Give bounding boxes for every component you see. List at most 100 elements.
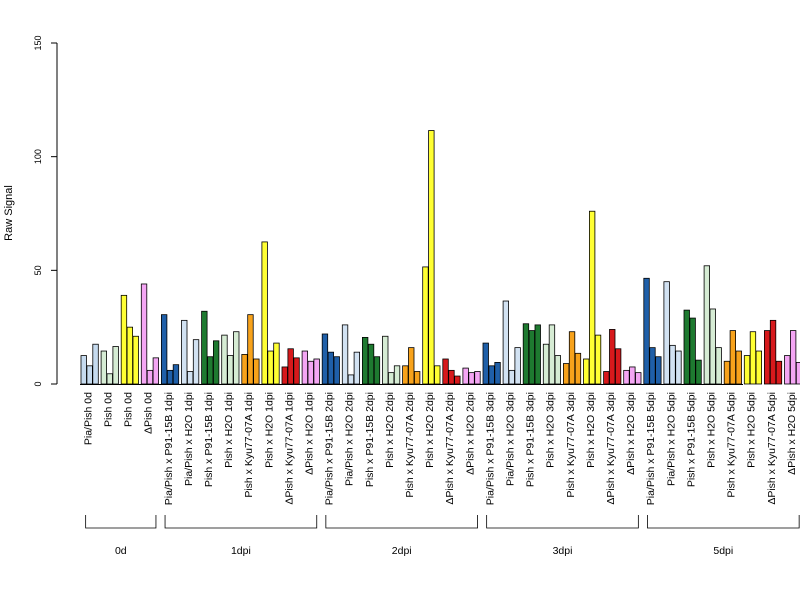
bar <box>227 355 234 385</box>
bar <box>462 367 469 385</box>
bar <box>152 357 160 385</box>
group-bracket <box>85 515 157 529</box>
bar <box>528 330 535 385</box>
bar <box>281 366 288 385</box>
x-tick-label: Pia/Pish 0d <box>82 392 94 445</box>
bar <box>413 371 421 385</box>
x-tick-label: Pish x P91-15B 2dpi <box>364 392 376 487</box>
x-tick-label: Pish x P91-15B 3dpi <box>525 392 537 487</box>
bar <box>347 374 355 385</box>
bar <box>675 350 682 385</box>
bar <box>160 314 168 385</box>
x-tick-label: ΔPish 0d <box>143 392 155 434</box>
x-tick-label: Pish x Kyu77-07A 5dpi <box>726 392 738 498</box>
bar <box>212 340 220 385</box>
bar <box>683 309 690 385</box>
bar <box>508 369 515 385</box>
bar <box>387 372 395 385</box>
bar <box>669 344 676 385</box>
bar <box>764 330 771 385</box>
bar <box>554 355 561 385</box>
bar <box>482 342 489 385</box>
bar <box>422 266 429 385</box>
x-tick-label: ΔPish x Kyu77-07A 1dpi <box>283 392 295 505</box>
x-tick-label: ΔPish x H2O 1dpi <box>304 392 316 475</box>
bar <box>382 335 389 385</box>
bar <box>695 359 702 385</box>
x-tick-label: Pish x H2O 1dpi <box>263 392 275 468</box>
bar <box>643 277 650 385</box>
x-tick-labels: Pia/Pish 0d Pish 0d Pish 0d ΔPish 0d Pia/Pis… <box>82 392 798 505</box>
bar <box>408 347 415 385</box>
bar <box>353 351 361 385</box>
bar <box>172 364 180 385</box>
bar <box>181 319 188 385</box>
bar <box>287 348 294 385</box>
bar <box>468 372 475 385</box>
bar <box>568 331 576 385</box>
bar <box>749 331 757 385</box>
bar <box>192 339 200 385</box>
bar <box>267 350 274 385</box>
bar <box>253 358 260 385</box>
group-label: 1dpi <box>231 545 251 557</box>
bar <box>233 331 240 385</box>
x-tick-label: Pia/Pish x P91-15B 3dpi <box>484 392 496 505</box>
y-tick-label: 100 <box>33 149 43 164</box>
bar <box>106 373 113 385</box>
x-tick-label: Pia/Pish x P91-15B 2dpi <box>324 392 336 505</box>
bar <box>635 372 642 385</box>
bar <box>542 343 550 385</box>
bar <box>448 369 455 385</box>
bar <box>663 281 670 385</box>
x-tick-label: ΔPish x Kyu77-07A 2dpi <box>444 392 456 505</box>
x-tick-label: Pish 0d <box>123 392 135 427</box>
x-tick-label: Pish x H2O 5dpi <box>706 392 718 468</box>
bar <box>140 283 148 385</box>
bar <box>86 365 93 385</box>
x-tick-label: ΔPish x H2O 2dpi <box>464 392 476 475</box>
x-tick-label: Pish x H2O 2dpi <box>424 392 436 468</box>
bar <box>261 241 268 385</box>
bar <box>583 358 590 385</box>
bar <box>574 352 582 385</box>
bar <box>689 317 696 385</box>
y-tick-label: 150 <box>33 35 43 50</box>
x-tick-label: Pia/Pish x H2O 3dpi <box>505 392 517 486</box>
x-tick-label: Pish x H2O 2dpi <box>384 392 396 468</box>
bar <box>373 356 381 385</box>
bar <box>703 265 710 385</box>
bar <box>534 324 541 385</box>
bar <box>522 323 530 385</box>
group-bracket <box>325 515 478 529</box>
bar <box>313 358 320 385</box>
bar <box>307 360 314 385</box>
bar <box>402 365 409 385</box>
bar <box>784 355 791 385</box>
bar <box>755 350 762 385</box>
group-bracket <box>164 515 318 529</box>
bar <box>100 350 107 385</box>
bar <box>649 347 656 385</box>
x-tick-label: Pia/Pish x P91-15B 5dpi <box>645 392 657 505</box>
bar <box>594 334 602 385</box>
bar <box>474 371 481 385</box>
group-label: 2dpi <box>392 545 412 557</box>
x-tick-label: Pia/Pish x H2O 1dpi <box>183 392 195 486</box>
bar <box>502 300 510 385</box>
bar <box>92 343 99 385</box>
bar <box>769 319 777 385</box>
bar <box>548 324 556 385</box>
bar <box>247 314 254 385</box>
group-label: 0d <box>115 545 127 557</box>
bar <box>367 343 375 385</box>
x-tick-label: Pish 0d <box>103 392 115 427</box>
x-tick-label: Pish x H2O 1dpi <box>223 392 235 468</box>
bar <box>120 294 128 385</box>
x-tick-label: Pish x Kyu77-07A 3dpi <box>565 392 577 498</box>
bar <box>609 329 616 385</box>
group-brackets: 0d 1dpi 2dpi 3dpi 5dpi <box>85 515 800 557</box>
x-tick-label: Pish x Kyu77-07A 2dpi <box>404 392 416 498</box>
bar <box>795 362 800 385</box>
bar <box>623 369 630 385</box>
